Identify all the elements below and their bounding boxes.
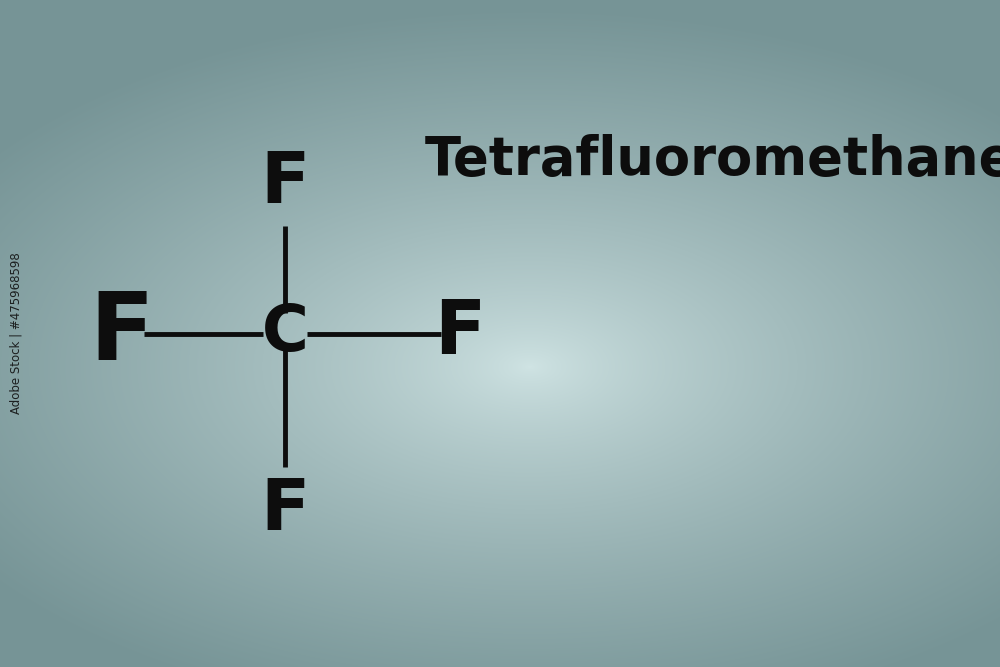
Text: F: F — [260, 476, 310, 545]
Text: F: F — [90, 287, 154, 380]
Text: F: F — [434, 297, 486, 370]
Text: Adobe Stock | #475968598: Adobe Stock | #475968598 — [9, 253, 23, 414]
Text: C: C — [262, 303, 308, 364]
Text: Tetrafluoromethane: Tetrafluoromethane — [425, 134, 1000, 186]
Text: F: F — [260, 149, 310, 218]
